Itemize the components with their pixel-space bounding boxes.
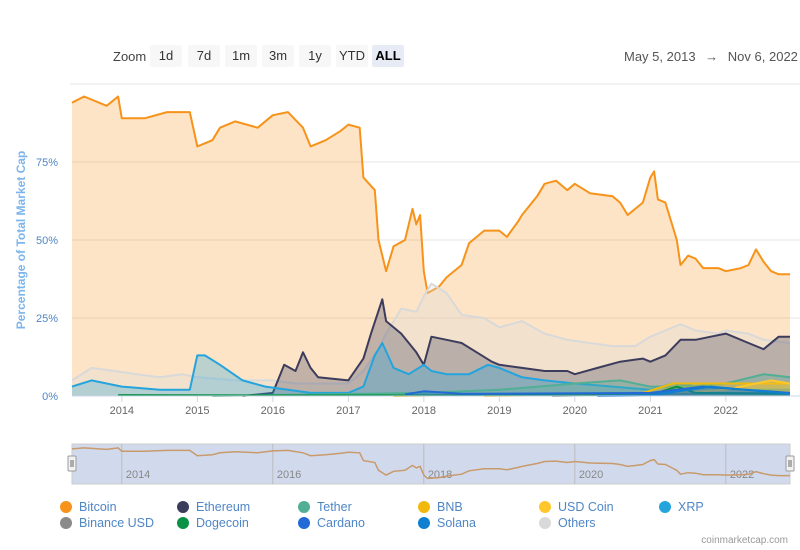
navigator-tick-label: 2014 xyxy=(126,469,150,481)
area-xrp xyxy=(72,343,790,396)
y-tick-label: 0% xyxy=(42,391,58,403)
line-ethereum[interactable] xyxy=(242,298,790,397)
zoom-ytd-button[interactable]: YTD xyxy=(336,45,368,67)
legend-item-usd-coin[interactable]: USD Coin xyxy=(539,500,614,514)
navigator-tick-label: 2022 xyxy=(730,469,754,481)
legend-label: BNB xyxy=(437,500,463,514)
line-cardano[interactable] xyxy=(404,385,791,396)
line-tether[interactable] xyxy=(212,373,791,397)
navigator-tick-label: 2018 xyxy=(428,469,452,481)
line-solana[interactable] xyxy=(597,385,791,397)
legend-item-dogecoin[interactable]: Dogecoin xyxy=(177,516,249,530)
area-ethereum xyxy=(242,299,791,396)
legend-dot-icon xyxy=(539,501,551,513)
legend-item-others[interactable]: Others xyxy=(539,516,596,530)
area-others xyxy=(72,283,790,396)
legend-label: XRP xyxy=(678,500,704,514)
legend-dot-icon xyxy=(298,517,310,529)
legend-dot-icon xyxy=(60,517,72,529)
x-tick-label: 2014 xyxy=(110,405,134,417)
x-tick-label: 2020 xyxy=(563,405,587,417)
x-tick-label: 2019 xyxy=(487,405,511,417)
line-bnb[interactable] xyxy=(393,382,790,397)
navigator-right-handle[interactable] xyxy=(785,455,795,472)
area-bnb xyxy=(393,383,790,396)
x-tick-label: 2016 xyxy=(261,405,285,417)
range-from-input[interactable]: May 5, 2013 xyxy=(624,49,696,64)
zoom-1d-button[interactable]: 1d xyxy=(150,45,182,67)
legend-label: Bitcoin xyxy=(79,500,117,514)
line-binance-usd[interactable] xyxy=(552,391,790,397)
navigator-tick-label: 2020 xyxy=(579,469,603,481)
navigator-left-handle[interactable] xyxy=(67,455,77,472)
legend-dot-icon xyxy=(177,501,189,513)
legend-dot-icon xyxy=(659,501,671,513)
legend-label: Tether xyxy=(317,500,352,514)
area-usd-coin xyxy=(484,380,790,396)
legend-label: Solana xyxy=(437,516,476,530)
legend-label: Cardano xyxy=(317,516,365,530)
area-tether xyxy=(212,374,790,396)
legend-dot-icon xyxy=(298,501,310,513)
legend-item-bnb[interactable]: BNB xyxy=(418,500,463,514)
legend-item-tether[interactable]: Tether xyxy=(298,500,352,514)
line-dogecoin[interactable] xyxy=(118,385,791,397)
credit-link[interactable]: coinmarketcap.com xyxy=(701,535,788,546)
zoom-7d-button[interactable]: 7d xyxy=(188,45,220,67)
x-tick-label: 2021 xyxy=(638,405,662,417)
area-solana xyxy=(597,386,790,396)
range-to-input[interactable]: Nov 6, 2022 xyxy=(727,49,798,64)
legend-label: Ethereum xyxy=(196,500,251,514)
y-tick-label: 25% xyxy=(36,313,58,325)
navigator-mask[interactable] xyxy=(71,443,791,485)
line-xrp[interactable] xyxy=(71,342,790,394)
y-axis-title: Percentage of Total Market Cap xyxy=(14,151,28,330)
legend-label: Binance USD xyxy=(79,516,155,530)
y-tick-label: 75% xyxy=(36,157,58,169)
y-tick-label: 50% xyxy=(36,235,58,247)
x-tick-label: 2017 xyxy=(336,405,360,417)
navigator-tick-label: 2016 xyxy=(277,469,301,481)
area-binance-usd xyxy=(552,392,790,396)
navigator-bitcoin-line xyxy=(71,447,790,480)
legend-item-binance-usd[interactable]: Binance USD xyxy=(60,516,154,530)
area-cardano xyxy=(405,386,790,396)
zoom-1m-button[interactable]: 1m xyxy=(225,45,257,67)
range-separator: → xyxy=(705,49,719,64)
zoom-3m-button[interactable]: 3m xyxy=(262,45,294,67)
legend-item-solana[interactable]: Solana xyxy=(418,516,476,530)
zoom-all-button[interactable]: ALL xyxy=(372,45,404,67)
legend-item-bitcoin[interactable]: Bitcoin xyxy=(60,500,117,514)
legend-item-ethereum[interactable]: Ethereum xyxy=(177,500,250,514)
zoom-label: Zoom xyxy=(113,49,147,64)
legend-label: USD Coin xyxy=(558,500,614,514)
line-bitcoin[interactable] xyxy=(71,95,790,294)
x-tick-label: 2022 xyxy=(714,405,738,417)
legend-dot-icon xyxy=(418,501,430,513)
legend-label: Dogecoin xyxy=(196,516,249,530)
area-dogecoin xyxy=(118,386,791,396)
date-range: May 5, 2013 → Nov 6, 2022 xyxy=(624,49,798,64)
zoom-1y-button[interactable]: 1y xyxy=(299,45,331,67)
legend-dot-icon xyxy=(60,501,72,513)
legend-dot-icon xyxy=(539,517,551,529)
x-tick-label: 2018 xyxy=(412,405,436,417)
legend-dot-icon xyxy=(418,517,430,529)
legend-dot-icon xyxy=(177,517,189,529)
legend-item-cardano[interactable]: Cardano xyxy=(298,516,365,530)
legend-label: Others xyxy=(558,516,596,530)
line-others[interactable] xyxy=(71,282,791,385)
line-usd-coin[interactable] xyxy=(484,379,791,397)
legend-item-xrp[interactable]: XRP xyxy=(659,500,704,514)
x-tick-label: 2015 xyxy=(185,405,209,417)
area-bitcoin xyxy=(72,96,790,396)
